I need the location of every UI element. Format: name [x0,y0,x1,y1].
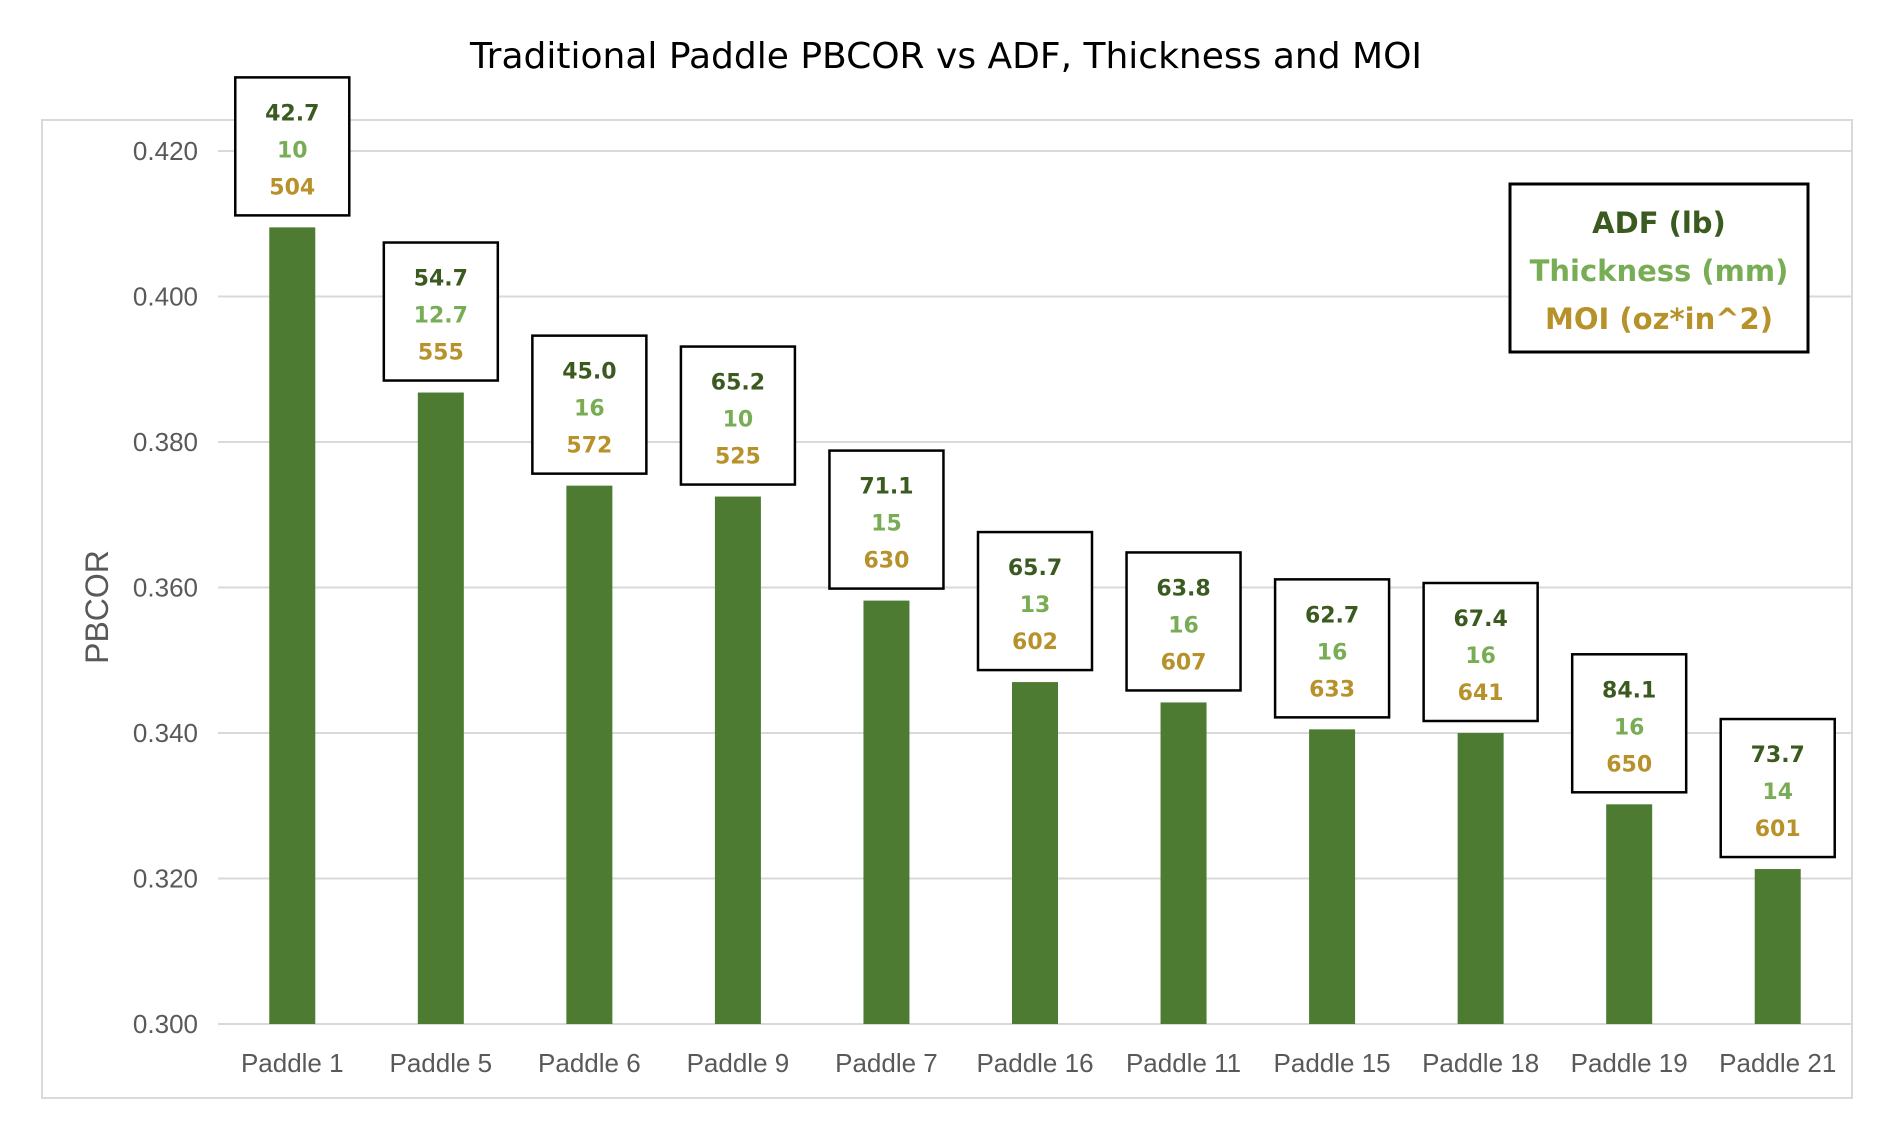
data-label-box [531,334,648,475]
data-label-moi: 525 [715,445,761,470]
data-label-box [976,530,1094,672]
y-tick-label: 0.300 [133,1009,198,1039]
data-label-moi: 641 [1458,681,1504,706]
data-label-box [828,449,945,590]
y-tick-label: 0.400 [133,282,198,312]
bar [863,600,910,1024]
x-tick-label: Paddle 15 [1274,1048,1391,1078]
y-tick-label: 0.420 [133,136,198,166]
data-label-box [1422,581,1539,723]
bar [1457,733,1504,1024]
data-label-adf: 65.2 [711,371,765,396]
x-tick-label: Paddle 19 [1571,1048,1688,1078]
legend-box [1508,182,1810,354]
bar-annotations: 42.7 10 504 54.7 12.7 555 45.0 16 572 65.2 10 525 71… [234,76,1836,859]
data-label-moi: 633 [1309,677,1355,702]
data-label-thickness: 16 [1317,640,1348,665]
data-label-box [1719,717,1836,859]
data-label-thickness: 16 [1614,715,1645,740]
x-tick-label: Paddle 18 [1422,1048,1539,1078]
data-label: 54.7 12.7 555 [382,241,500,382]
data-label: 65.7 13 602 [976,530,1094,672]
bar [1309,729,1356,1024]
data-label-moi: 504 [269,175,315,200]
data-label-adf: 62.7 [1305,603,1359,628]
data-label-box [234,76,351,217]
legend-adf: ADF (lb) [1592,206,1726,240]
data-label-adf: 73.7 [1751,743,1805,768]
x-tick-label: Paddle 9 [687,1048,790,1078]
x-tick-label: Paddle 21 [1719,1048,1836,1078]
data-label-adf: 71.1 [859,475,913,500]
data-label-thickness: 16 [1465,644,1496,669]
data-label: 71.1 15 630 [828,449,945,590]
bar [566,485,613,1024]
data-label-moi: 602 [1012,630,1058,655]
bars [269,227,1801,1024]
data-label-moi: 630 [863,549,909,574]
y-tick-label: 0.360 [133,573,198,603]
data-label: 67.4 16 641 [1422,581,1539,723]
x-tick-label: Paddle 6 [538,1048,641,1078]
bar [714,496,761,1024]
data-label-box [679,345,797,486]
data-label-adf: 63.8 [1156,576,1210,601]
data-label-moi: 607 [1161,650,1207,675]
x-tick-label: Paddle 5 [389,1048,492,1078]
data-label-adf: 67.4 [1453,607,1507,632]
bar [1606,804,1653,1024]
data-label: 45.0 16 572 [531,334,648,475]
data-label-thickness: 12.7 [414,304,468,329]
data-label: 62.7 16 633 [1273,578,1391,719]
chart-title: Traditional Paddle PBCOR vs ADF, Thickne… [469,36,1422,77]
legend: ADF (lb) Thickness (mm) MOI (oz*in^2) [1508,182,1810,354]
data-label-thickness: 13 [1020,593,1051,618]
data-label-adf: 54.7 [414,267,468,292]
data-label-moi: 601 [1755,817,1801,842]
data-label-box [1125,551,1242,692]
bar [269,227,316,1024]
data-label-thickness: 10 [277,138,308,163]
data-label-adf: 45.0 [562,360,616,385]
data-label-box [382,241,500,382]
data-label-adf: 42.7 [265,101,319,126]
bar [1160,702,1207,1024]
data-label: 84.1 16 650 [1570,653,1688,794]
bar [1754,869,1801,1024]
legend-thickness: Thickness (mm) [1530,254,1789,288]
data-label-thickness: 15 [871,512,902,537]
data-label: 65.2 10 525 [679,345,797,486]
data-label-adf: 84.1 [1602,678,1656,703]
y-axis-label: PBCOR [79,550,115,664]
data-label-thickness: 10 [723,408,754,433]
data-label: 73.7 14 601 [1719,717,1836,859]
data-label-box [1273,578,1391,719]
data-label-box [1570,653,1688,794]
data-label-moi: 650 [1606,752,1652,777]
y-tick-labels: 0.300 0.320 0.340 0.360 0.380 0.400 0.420 [133,136,198,1039]
data-label-adf: 65.7 [1008,556,1062,581]
data-label-moi: 555 [418,341,464,366]
data-label-thickness: 16 [574,397,605,422]
x-tick-label: Paddle 1 [241,1048,344,1078]
data-label: 42.7 10 504 [234,76,351,217]
bar [1012,682,1058,1024]
x-tick-labels: Paddle 1 Paddle 5 Paddle 6 Paddle 9 Paddle 7… [241,1048,1836,1078]
y-tick-label: 0.320 [133,864,198,894]
x-tick-label: Paddle 7 [835,1048,938,1078]
data-label-thickness: 16 [1168,613,1199,638]
x-tick-label: Paddle 16 [976,1048,1093,1078]
data-label-moi: 572 [566,434,612,459]
bar [417,392,464,1024]
data-label: 63.8 16 607 [1125,551,1242,692]
y-tick-label: 0.340 [133,718,198,748]
data-label-thickness: 14 [1762,780,1793,805]
x-tick-label: Paddle 11 [1126,1048,1241,1078]
y-tick-label: 0.380 [133,427,198,457]
legend-moi: MOI (oz*in^2) [1545,302,1773,336]
